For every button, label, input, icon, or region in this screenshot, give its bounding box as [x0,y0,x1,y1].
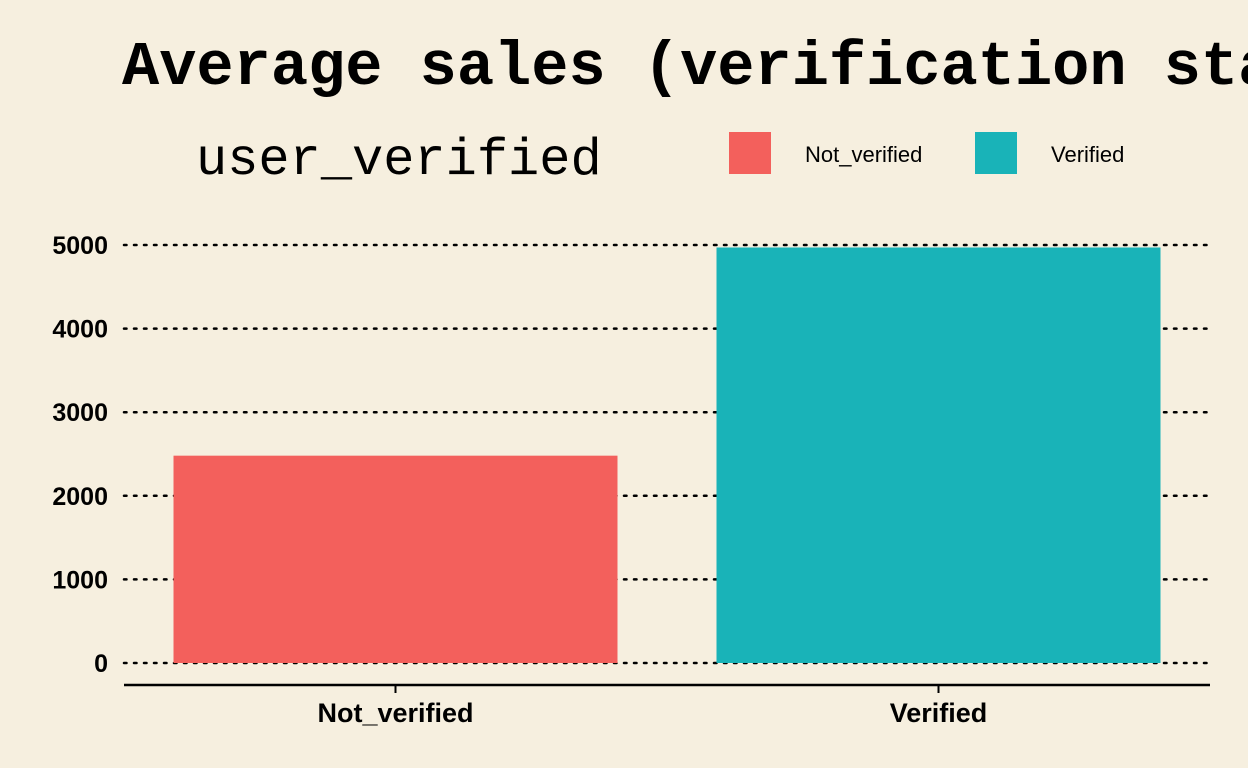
bars [173,247,1161,663]
x-tick-label: Not_verified [317,698,473,728]
chart-title: Average sales (verification status) [122,32,1248,103]
legend-swatch-not-verified [729,132,771,174]
legend: user_verified Not_verified Verified [196,131,1124,190]
y-tick-label: 1000 [52,566,108,594]
y-tick-label: 4000 [52,316,108,344]
legend-label-not-verified: Not_verified [805,142,922,167]
x-tick-label: Verified [890,698,988,728]
y-axis: 0 1000 2000 3000 4000 5000 [52,232,108,678]
bar-verified [716,247,1161,663]
legend-label-verified: Verified [1051,142,1124,167]
legend-title: user_verified [196,131,602,190]
bar-not-verified [173,455,618,663]
legend-swatch-verified [975,132,1017,174]
y-tick-label: 0 [94,650,108,678]
y-tick-label: 2000 [52,483,108,511]
y-tick-label: 3000 [52,399,108,427]
y-tick-label: 5000 [52,232,108,260]
x-axis: Not_verified Verified [124,683,1210,728]
